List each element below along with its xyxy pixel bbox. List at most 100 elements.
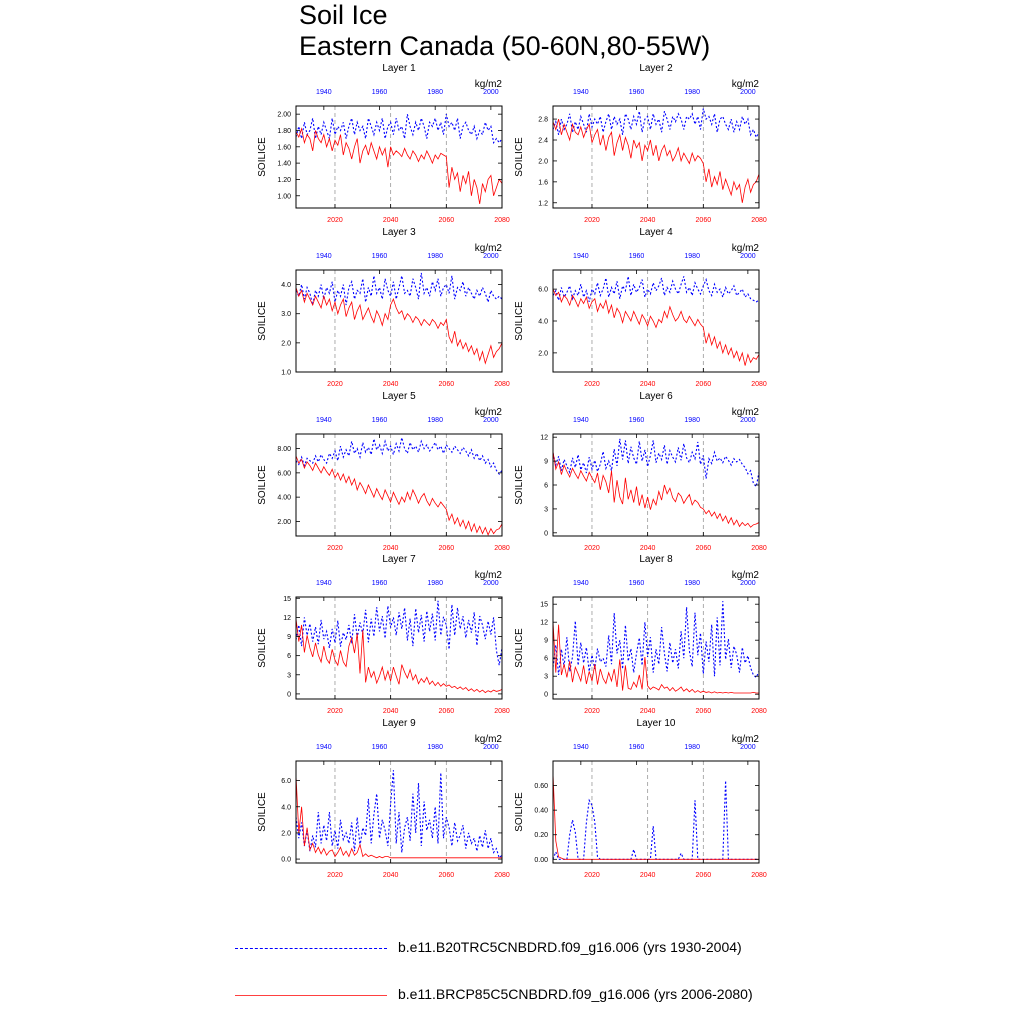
y-tick-label: 2.00 (277, 112, 291, 119)
x-tick-label-top: 1960 (372, 253, 388, 260)
panel-layer-8: Layer 8 kg/m2 0 3 6 9 12 15 SOILICE 2020 2040 2060 2… (514, 554, 767, 715)
series-line-future (552, 451, 760, 528)
series-line-historical (552, 438, 760, 488)
y-tick-label: 0.40 (534, 808, 548, 815)
series-line-future (295, 127, 503, 204)
x-tick-label-bottom: 2060 (439, 708, 455, 715)
series-line-historical (295, 600, 503, 666)
series-line-historical (295, 437, 503, 476)
x-tick-label-bottom: 2080 (751, 545, 767, 552)
y-tick-label: 1.20 (277, 177, 291, 184)
x-tick-label-bottom: 2060 (696, 381, 712, 388)
panel-layer-3: Layer 3 kg/m2 1.0 2.0 3.0 4.0 SOILICE 2020 2040 2… (257, 227, 510, 388)
x-tick-label-top: 1980 (684, 89, 700, 96)
y-tick-label: 6 (287, 653, 291, 660)
y-tick-label: 0.0 (281, 857, 291, 864)
x-tick-label-top: 1940 (573, 744, 589, 751)
y-tick-label: 1.2 (538, 200, 548, 207)
y-tick-label: 2.0 (281, 340, 291, 347)
x-tick-label-bottom: 2020 (327, 872, 343, 879)
x-tick-label-top: 1980 (427, 253, 443, 260)
x-tick-label-bottom: 2080 (751, 217, 767, 224)
x-tick-label-bottom: 2040 (383, 545, 399, 552)
x-tick-label-top: 1940 (316, 580, 332, 587)
y-tick-label: 0.20 (534, 832, 548, 839)
chart-subtitle: Eastern Canada (50-60N,80-55W) (299, 31, 711, 61)
x-tick-label-bottom: 2040 (640, 381, 656, 388)
x-tick-label-top: 1980 (427, 89, 443, 96)
y-axis-label: SOILICE (514, 465, 525, 505)
x-tick-label-bottom: 2040 (383, 872, 399, 879)
y-axis-label: SOILICE (257, 628, 268, 668)
x-tick-label-bottom: 2080 (494, 708, 510, 715)
panel-layer-2: Layer 2 kg/m2 1.2 1.6 2.0 2.4 2.8 SOILICE 2020 20… (514, 63, 767, 224)
y-axis-label: SOILICE (257, 792, 268, 832)
x-tick-label-bottom: 2020 (327, 381, 343, 388)
x-tick-label-top: 1960 (372, 417, 388, 424)
x-tick-label-bottom: 2060 (696, 545, 712, 552)
x-tick-label-top: 2000 (740, 89, 756, 96)
x-tick-label-top: 1960 (629, 744, 645, 751)
y-tick-label: 0 (544, 530, 548, 537)
x-tick-label-top: 1980 (684, 580, 700, 587)
x-tick-label-bottom: 2020 (584, 217, 600, 224)
series-line-future (295, 775, 502, 859)
x-tick-label-bottom: 2040 (383, 708, 399, 715)
units-label: kg/m2 (475, 79, 503, 90)
panel-title: Layer 4 (639, 227, 673, 238)
x-tick-label-bottom: 2020 (327, 545, 343, 552)
x-tick-label-top: 1940 (316, 253, 332, 260)
panel-title: Layer 3 (382, 227, 416, 238)
x-tick-label-bottom: 2020 (327, 708, 343, 715)
x-tick-label-top: 2000 (740, 253, 756, 260)
x-tick-label-top: 1980 (684, 253, 700, 260)
x-tick-label-bottom: 2040 (383, 217, 399, 224)
y-tick-label: 0.00 (534, 857, 548, 864)
x-tick-label-top: 1960 (372, 580, 388, 587)
y-tick-label: 1.6 (538, 179, 548, 186)
x-tick-label-top: 2000 (483, 580, 499, 587)
x-tick-label-bottom: 2060 (696, 217, 712, 224)
x-tick-label-bottom: 2020 (327, 217, 343, 224)
y-tick-label: 12 (540, 435, 548, 442)
x-tick-label-top: 2000 (483, 89, 499, 96)
x-tick-label-top: 1960 (372, 744, 388, 751)
x-tick-label-top: 2000 (483, 253, 499, 260)
y-axis-label: SOILICE (514, 792, 525, 832)
y-tick-label: 0 (287, 691, 291, 698)
x-tick-label-bottom: 2080 (494, 872, 510, 879)
series-line-historical (295, 272, 503, 306)
y-tick-label: 12 (540, 620, 548, 627)
x-tick-label-bottom: 2040 (640, 872, 656, 879)
series-line-future (552, 288, 760, 366)
series-line-historical (295, 770, 503, 859)
x-tick-label-bottom: 2060 (439, 381, 455, 388)
y-axis-label: SOILICE (514, 301, 525, 341)
units-label: kg/m2 (475, 407, 503, 418)
x-tick-label-top: 1960 (372, 89, 388, 96)
y-tick-label: 9 (544, 638, 548, 645)
x-tick-label-top: 1960 (629, 417, 645, 424)
chart-title: Soil Ice (299, 0, 388, 30)
x-tick-label-bottom: 2080 (494, 381, 510, 388)
legend-swatch-historical (235, 948, 387, 949)
panel-layer-6: Layer 6 kg/m2 0 3 6 9 12 SOILICE 2020 2040 2060 208… (514, 391, 767, 552)
legend-item-future: b.e11.BRCP85C5CNBDRD.f09_g16.006 (yrs 20… (235, 986, 795, 1006)
x-tick-label-top: 1980 (427, 580, 443, 587)
plot-frame (295, 269, 503, 373)
series-line-future (295, 455, 503, 536)
y-tick-label: 2.0 (538, 350, 548, 357)
y-tick-label: 2.0 (281, 830, 291, 837)
y-axis-label: SOILICE (257, 137, 268, 177)
x-tick-label-bottom: 2020 (584, 872, 600, 879)
x-tick-label-top: 2000 (740, 744, 756, 751)
x-tick-label-bottom: 2060 (696, 708, 712, 715)
units-label: kg/m2 (475, 734, 503, 745)
y-tick-label: 6 (544, 483, 548, 490)
units-label: kg/m2 (732, 570, 760, 581)
x-tick-label-bottom: 2080 (751, 872, 767, 879)
panel-title: Layer 9 (382, 718, 416, 729)
series-line-future (552, 620, 759, 694)
x-tick-label-top: 1980 (684, 417, 700, 424)
panel-title: Layer 8 (639, 554, 673, 565)
